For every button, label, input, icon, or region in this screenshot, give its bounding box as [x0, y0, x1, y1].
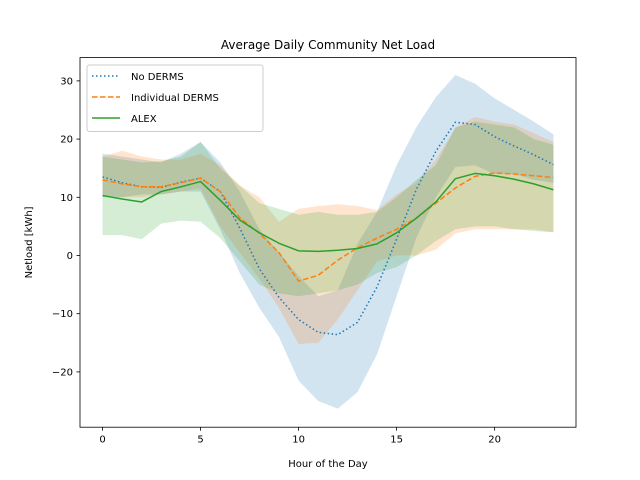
x-tick-label: 10	[292, 435, 305, 446]
x-tick-label: 20	[488, 435, 501, 446]
y-tick-label: −20	[52, 367, 73, 378]
net-load-chart: 0 5 10 15 20 −20 −10 0 10 20 30 Average Daily Com…	[0, 0, 640, 480]
y-tick-label: −10	[52, 309, 73, 320]
x-tick-label: 0	[99, 435, 105, 446]
y-axis-label: Netload [kWh]	[24, 206, 35, 278]
y-tick-label: 0	[67, 251, 73, 262]
y-tick-label: 10	[60, 193, 73, 204]
legend: No DERMS Individual DERMS ALEX	[87, 65, 263, 132]
chart-title: Average Daily Community Net Load	[221, 38, 435, 52]
x-axis-label: Hour of the Day	[288, 459, 368, 470]
x-tick-label: 5	[197, 435, 203, 446]
legend-label-individual-derms: Individual DERMS	[131, 93, 219, 104]
y-tick-label: 20	[60, 135, 73, 146]
x-tick-label: 15	[390, 435, 403, 446]
legend-label-alex: ALEX	[131, 114, 157, 125]
y-tick-label: 30	[60, 76, 73, 87]
legend-label-no-derms: No DERMS	[131, 72, 184, 83]
